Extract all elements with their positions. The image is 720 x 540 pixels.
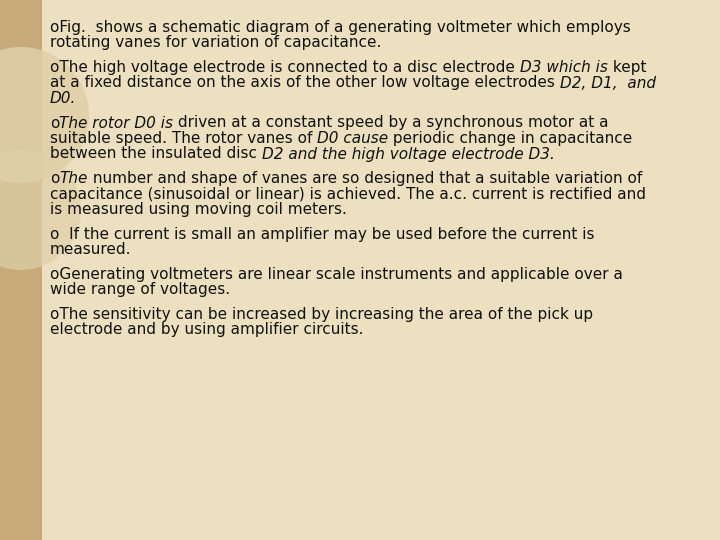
Text: D2, D1,  and: D2, D1, and [559,76,656,91]
Text: oGenerating voltmeters are linear scale instruments and applicable over a: oGenerating voltmeters are linear scale … [50,267,623,281]
Text: wide range of voltages.: wide range of voltages. [50,282,230,297]
Text: number and shape of vanes are so designed that a suitable variation of: number and shape of vanes are so designe… [88,171,642,186]
Text: between the insulated disc: between the insulated disc [50,146,262,161]
Text: The: The [59,171,88,186]
Text: measured.: measured. [50,242,132,257]
Text: oThe high voltage electrode is connected to a disc electrode: oThe high voltage electrode is connected… [50,60,520,75]
Text: oThe sensitivity can be increased by increasing the area of the pick up: oThe sensitivity can be increased by inc… [50,307,593,321]
Text: kept: kept [608,60,646,75]
Text: at a fixed distance on the axis of the other low voltage electrodes: at a fixed distance on the axis of the o… [50,76,559,91]
Text: capacitance (sinusoidal or linear) is achieved. The a.c. current is rectified an: capacitance (sinusoidal or linear) is ac… [50,186,646,201]
Text: periodic change in capacitance: periodic change in capacitance [388,131,633,146]
Text: The rotor D0 is: The rotor D0 is [59,116,174,131]
Text: o: o [50,171,59,186]
Circle shape [0,47,89,183]
Text: o  If the current is small an amplifier may be used before the current is: o If the current is small an amplifier m… [50,226,595,241]
Text: D3 which is: D3 which is [520,60,608,75]
Bar [0,0,42,540]
Text: o: o [50,116,59,131]
Text: D0.: D0. [50,91,76,106]
Circle shape [0,150,81,270]
Text: D2 and the high voltage electrode D3.: D2 and the high voltage electrode D3. [262,146,554,161]
Text: oFig.  shows a schematic diagram of a generating voltmeter which employs: oFig. shows a schematic diagram of a gen… [50,20,631,35]
Text: D0 cause: D0 cause [318,131,388,146]
Text: driven at a constant speed by a synchronous motor at a: driven at a constant speed by a synchron… [174,116,609,131]
Text: electrode and by using amplifier circuits.: electrode and by using amplifier circuit… [50,322,364,337]
Text: rotating vanes for variation of capacitance.: rotating vanes for variation of capacita… [50,36,382,51]
Text: is measured using moving coil meters.: is measured using moving coil meters. [50,202,347,217]
Text: suitable speed. The rotor vanes of: suitable speed. The rotor vanes of [50,131,318,146]
